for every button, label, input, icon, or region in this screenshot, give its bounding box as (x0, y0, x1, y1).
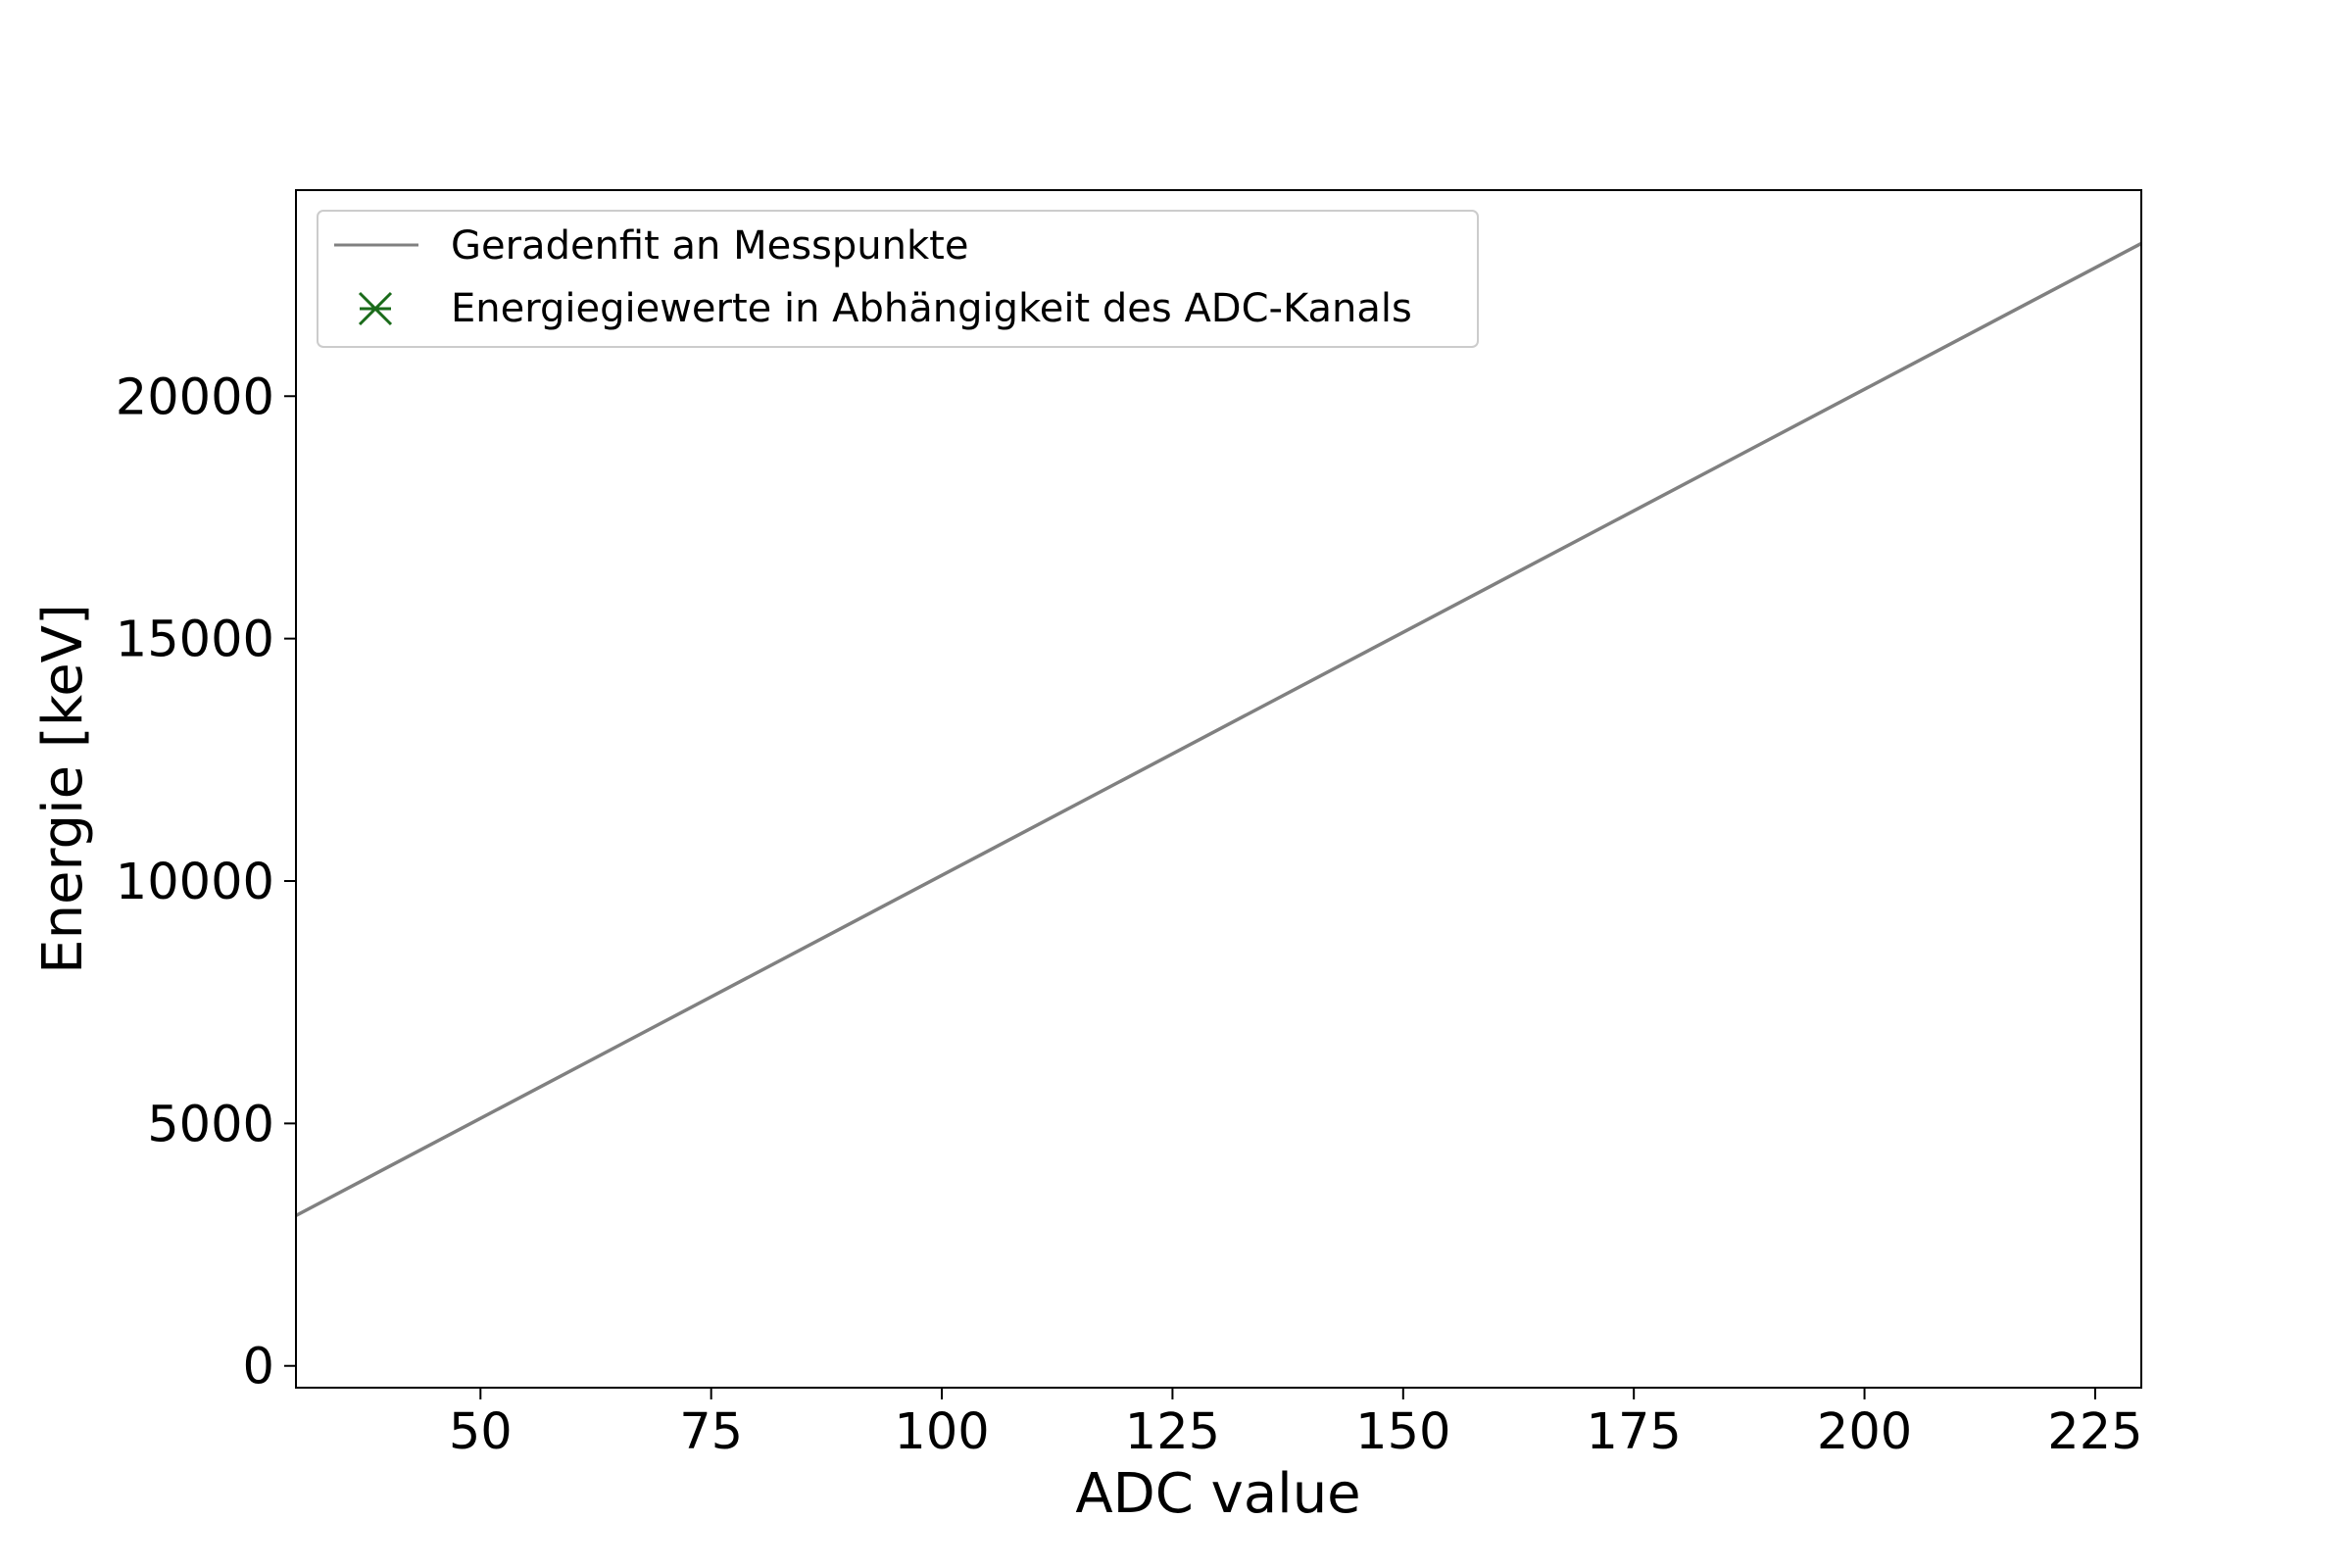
x-tick-label: 50 (449, 1403, 513, 1461)
x-tick-label: 125 (1125, 1403, 1220, 1461)
legend-label-fit: Geradenfit an Messpunkte (451, 223, 968, 269)
x-tick-label: 75 (679, 1403, 743, 1461)
y-tick-label: 20000 (116, 368, 274, 426)
ticks-layer: 50 75 100 125 150 175 200 225 0 5000 10000 15000 200… (116, 368, 2143, 1461)
legend-marker-swatch (358, 291, 393, 326)
x-tick-label: 150 (1355, 1403, 1450, 1461)
y-tick-label: 5000 (147, 1096, 274, 1153)
x-axis-label: ADC value (1075, 1462, 1360, 1526)
plot-frame (295, 189, 2142, 1389)
plot-area (296, 190, 2141, 1388)
y-tick-label: 15000 (116, 612, 274, 669)
y-axis-label: Energie [keV] (31, 604, 95, 974)
y-tick-label: 0 (243, 1339, 274, 1396)
legend: Geradenfit an Messpunkte Energiegiewerte… (317, 210, 1479, 348)
x-tick-label: 225 (2047, 1403, 2142, 1461)
data-layer (295, 241, 2142, 1217)
legend-label-points: Energiegiewerte in Abhängigkeit des ADC-… (451, 286, 1412, 331)
y-tick-label: 10000 (116, 854, 274, 911)
x-tick-label: 100 (894, 1403, 989, 1461)
x-tick-label: 200 (1817, 1403, 1912, 1461)
series-line-fit (295, 241, 2142, 1217)
legend-box (317, 210, 1479, 348)
x-tick-label: 175 (1587, 1403, 1682, 1461)
